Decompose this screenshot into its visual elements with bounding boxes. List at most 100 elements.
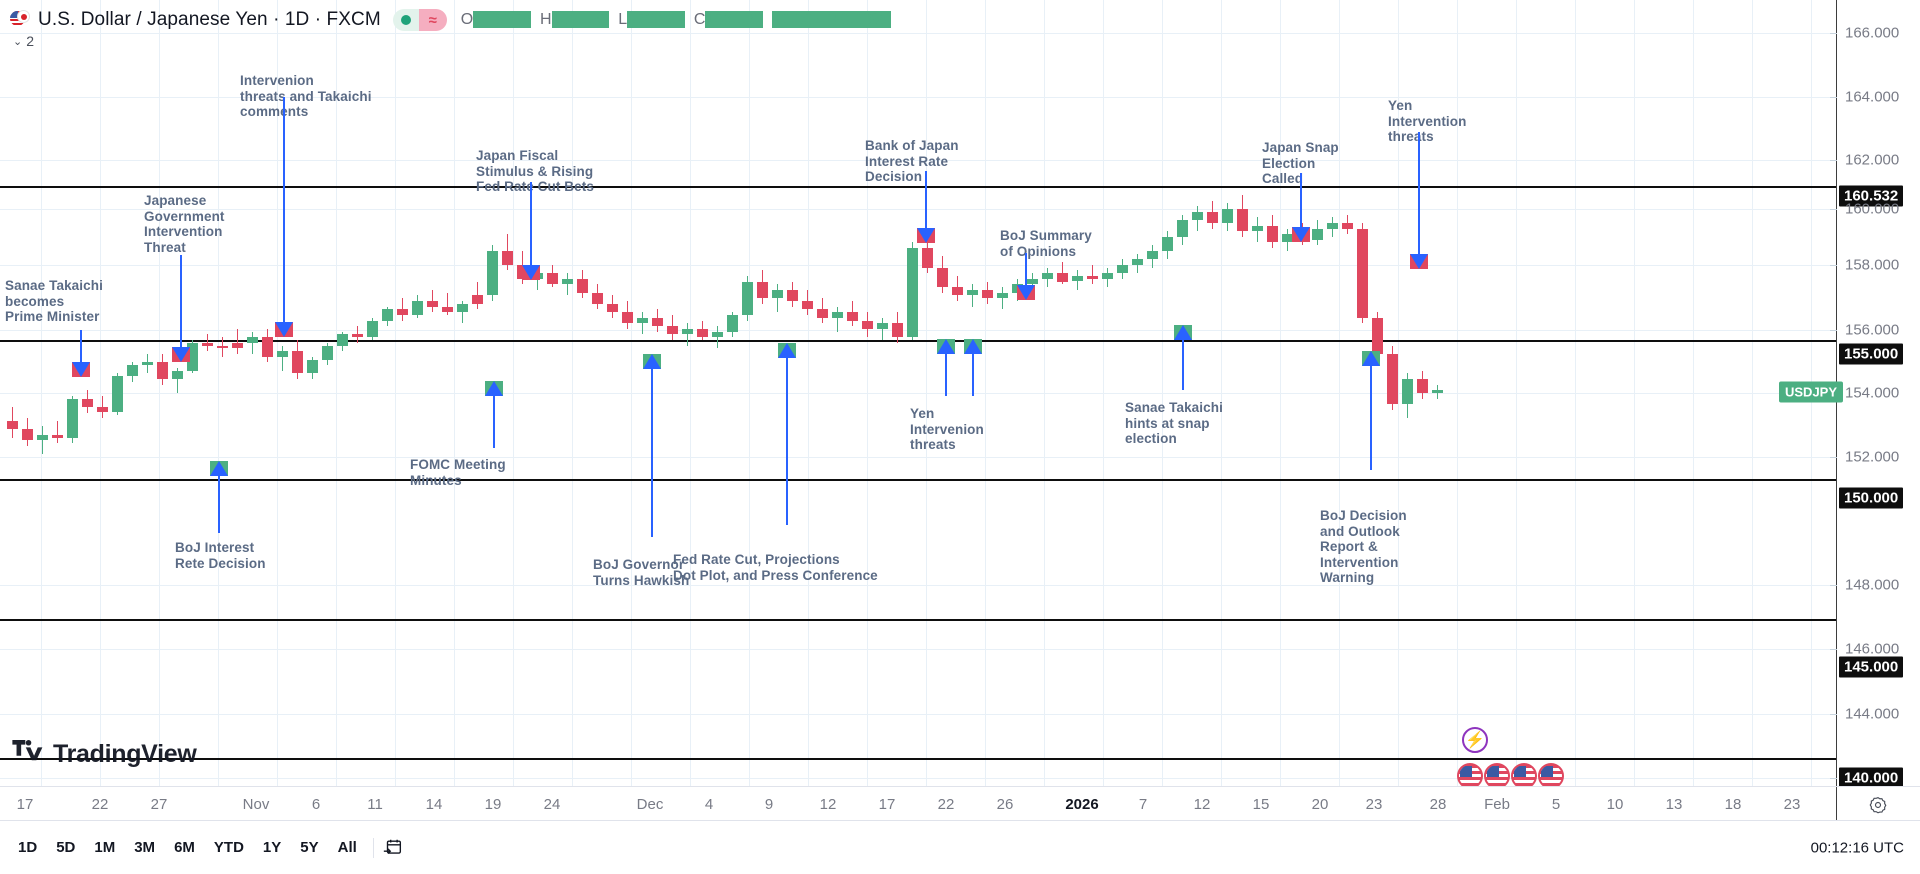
annotation-label-boj-decision-outlook-report-intervention-warning[interactable]: BoJ Decision and Outlook Report & Interv… xyxy=(1320,508,1407,585)
annotation-arrow-line-sanae-takaichi-becomes-pm[interactable] xyxy=(80,330,83,363)
annotation-arrow-head-bank-of-japan-interest-rate-decision[interactable] xyxy=(917,228,936,243)
indicator-badges[interactable]: ≈ xyxy=(392,9,447,31)
annotation-arrow-line-boj-decision-outlook-report-intervention-warning[interactable] xyxy=(1370,363,1373,470)
lightning-bolt-icon[interactable]: ⚡ xyxy=(1462,727,1488,753)
candle-body xyxy=(1027,278,1038,285)
time-axis-label: 5 xyxy=(1551,796,1561,813)
symbol-title[interactable]: U.S. Dollar / Japanese Yen · 1D · FXCM xyxy=(38,9,381,30)
price-axis[interactable]: 166.000 164.000 162.000 160.532 160.000 158.0… xyxy=(1779,0,1920,789)
annotation-arrow-line-japan-fiscal-stimulus-fed-rate-cut-bets[interactable] xyxy=(530,182,533,266)
annotation-arrow-head-yen-intervention-threats-mid[interactable] xyxy=(937,339,956,354)
range-button-all[interactable]: All xyxy=(337,839,357,856)
candle-body xyxy=(622,312,633,324)
chart-legend: U.S. Dollar / Japanese Yen · 1D · FXCM ≈… xyxy=(0,0,1920,40)
candle-body xyxy=(817,309,828,318)
time-axis-label: 26 xyxy=(996,796,1014,813)
range-button-5y[interactable]: 5Y xyxy=(300,839,319,856)
annotation-arrow-line-fomc-meeting-minutes[interactable] xyxy=(493,393,496,448)
annotation-label-japan-snap-election-called[interactable]: Japan Snap Election Called xyxy=(1262,140,1339,186)
annotation-label-yen-intervention-threats-right[interactable]: Yen Intervention threats xyxy=(1388,98,1467,144)
time-axis-label: 17 xyxy=(16,796,34,813)
annotation-arrow-head-sanae-takaichi-hints-snap-election[interactable] xyxy=(1174,325,1193,340)
annotation-label-sanae-takaichi-becomes-pm[interactable]: Sanae Takaichi becomes Prime Minister xyxy=(5,278,103,324)
range-button-6m[interactable]: 6M xyxy=(174,839,195,856)
annotation-label-boj-summary-of-opinions[interactable]: BoJ Summary of Opinions xyxy=(1000,228,1092,259)
annotation-arrow-head-yen-intervention-threats-right[interactable] xyxy=(1410,254,1429,269)
candle-body xyxy=(427,301,438,307)
annotation-arrow-head-japanese-government-intervention-threat[interactable] xyxy=(172,347,191,362)
annotation-arrow-head-boj-decision-outlook-report-intervention-warning[interactable] xyxy=(1362,351,1381,366)
annotation-label-japan-fiscal-stimulus-fed-rate-cut-bets[interactable]: Japan Fiscal Stimulus & Rising Fed Rate … xyxy=(476,148,594,194)
annotation-arrow-line-japanese-government-intervention-threat[interactable] xyxy=(180,255,183,348)
candle-body xyxy=(442,306,453,313)
annotation-arrow-line-boj-interest-rate-decision[interactable] xyxy=(218,473,221,533)
annotation-arrow-line-yen-intervention-threats-mid-2[interactable] xyxy=(972,351,975,396)
chart-count-selector[interactable]: ⌄ 2 xyxy=(13,33,34,49)
annotation-arrow-line-bank-of-japan-interest-rate-decision[interactable] xyxy=(925,171,928,229)
annotation-arrow-head-japan-snap-election-called[interactable] xyxy=(1292,227,1311,242)
time-axis-label: 28 xyxy=(1429,796,1447,813)
annotation-label-fed-rate-cut-projections-dot-plot[interactable]: Fed Rate Cut, Projections Dot Plot, and … xyxy=(673,552,878,583)
price-level-line xyxy=(0,758,1836,761)
price-label-highlighted: 160.532 xyxy=(1839,185,1904,207)
us-flag-event-icon-2[interactable] xyxy=(1484,763,1510,789)
price-level-line xyxy=(0,618,1836,621)
annotation-arrow-line-sanae-takaichi-hints-snap-election[interactable] xyxy=(1182,337,1185,390)
time-axis-label: 13 xyxy=(1665,796,1683,813)
range-button-1d[interactable]: 1D xyxy=(18,839,38,856)
annotation-arrow-line-fed-rate-cut-projections-dot-plot[interactable] xyxy=(786,355,789,525)
annotation-arrow-line-boj-summary-of-opinions[interactable] xyxy=(1025,253,1028,286)
candle-wick xyxy=(206,334,209,352)
price-label: 158.000 xyxy=(1845,256,1900,274)
gear-icon[interactable] xyxy=(1868,795,1888,815)
candle-body xyxy=(667,326,678,335)
price-tick xyxy=(1830,330,1837,331)
candle-wick xyxy=(1001,287,1004,310)
annotation-arrow-line-boj-governor-turns-hawkish[interactable] xyxy=(651,366,654,537)
annotation-label-boj-interest-rate-decision[interactable]: BoJ Interest Rete Decision xyxy=(175,540,266,571)
candle-body xyxy=(1087,275,1098,279)
annotation-arrow-line-japan-snap-election-called[interactable] xyxy=(1300,173,1303,228)
annotation-label-boj-governor-turns-hawkish[interactable]: BoJ Governor Turns Hawkish xyxy=(593,557,690,588)
annotation-arrow-head-fomc-meeting-minutes[interactable] xyxy=(485,381,504,396)
annotation-arrow-head-yen-intervention-threats-mid-2[interactable] xyxy=(964,339,983,354)
annotation-arrow-head-intervenion-threats-takaichi-comments[interactable] xyxy=(275,322,294,337)
annotation-arrow-head-boj-interest-rate-decision[interactable] xyxy=(210,461,229,476)
grid-line-horizontal xyxy=(0,209,1836,210)
annotation-arrow-line-intervenion-threats-takaichi-comments[interactable] xyxy=(283,97,286,323)
annotation-arrow-line-yen-intervention-threats-right[interactable] xyxy=(1418,132,1421,255)
tradingview-logo-icon xyxy=(12,740,46,769)
range-button-3m[interactable]: 3M xyxy=(134,839,156,856)
candle-body xyxy=(682,328,693,335)
candle-wick xyxy=(566,273,569,296)
candle-body xyxy=(547,273,558,285)
range-button-5d[interactable]: 5D xyxy=(56,839,76,856)
calendar-forward-icon[interactable] xyxy=(382,837,404,859)
annotation-label-yen-intervention-threats-mid[interactable]: Yen Intervenion threats xyxy=(910,406,984,452)
annotation-label-bank-of-japan-interest-rate-decision[interactable]: Bank of Japan Interest Rate Decision xyxy=(865,138,959,184)
range-button-1m[interactable]: 1M xyxy=(94,839,116,856)
annotation-arrow-head-sanae-takaichi-becomes-pm[interactable] xyxy=(72,362,91,377)
price-label: 148.000 xyxy=(1845,576,1900,594)
candle-body xyxy=(787,289,798,301)
annotation-arrow-head-fed-rate-cut-projections-dot-plot[interactable] xyxy=(778,343,797,358)
annotation-label-sanae-takaichi-hints-snap-election[interactable]: Sanae Takaichi hints at snap election xyxy=(1125,400,1223,446)
annotation-arrow-head-boj-summary-of-opinions[interactable] xyxy=(1017,285,1036,300)
annotation-label-fomc-meeting-minutes[interactable]: FOMC Meeting Minutes xyxy=(410,457,506,488)
tradingview-watermark: TradingView xyxy=(12,740,197,769)
annotation-arrow-head-japan-fiscal-stimulus-fed-rate-cut-bets[interactable] xyxy=(522,265,541,280)
annotation-arrow-head-boj-governor-turns-hawkish[interactable] xyxy=(643,354,662,369)
candle-body xyxy=(247,337,258,343)
open-value: 153.078 xyxy=(473,11,532,28)
candle-wick xyxy=(641,312,644,335)
time-axis[interactable]: 17 22 27 Nov 6 11 14 19 24 Dec 4 9 12 17 22 26 2026 7 12 15… xyxy=(0,786,1920,821)
annotation-label-japanese-government-intervention-threat[interactable]: Japanese Government Intervention Threat xyxy=(144,193,225,255)
low-value: 152.864 xyxy=(627,11,686,28)
range-button-1y[interactable]: 1Y xyxy=(262,839,282,856)
price-tick xyxy=(1830,778,1837,779)
annotation-label-intervenion-threats-takaichi-comments[interactable]: Intervenion threats and Takaichi comment… xyxy=(240,73,372,119)
candle-body xyxy=(607,303,618,313)
candle-wick xyxy=(881,317,884,341)
range-button-ytd[interactable]: YTD xyxy=(213,839,244,856)
annotation-arrow-line-yen-intervention-threats-mid[interactable] xyxy=(945,351,948,396)
